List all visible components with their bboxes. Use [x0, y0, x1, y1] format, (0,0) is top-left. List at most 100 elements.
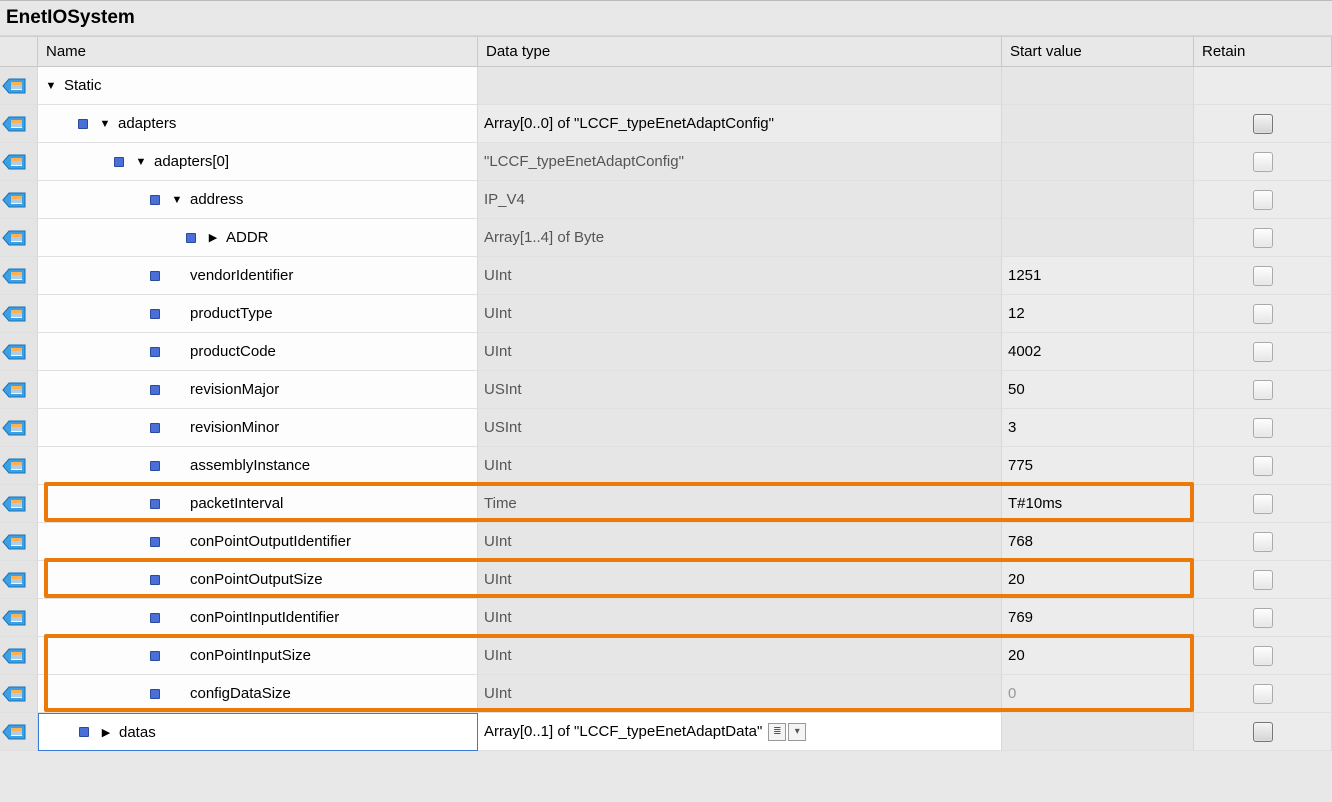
- retain-checkbox[interactable]: [1253, 646, 1273, 666]
- start-value-cell[interactable]: 0: [1002, 675, 1194, 713]
- type-cell[interactable]: UInt: [478, 637, 1002, 675]
- start-value-cell[interactable]: [1002, 713, 1194, 751]
- retain-cell[interactable]: [1194, 409, 1332, 447]
- retain-cell[interactable]: [1194, 561, 1332, 599]
- retain-cell[interactable]: [1194, 67, 1332, 105]
- start-value-cell[interactable]: 20: [1002, 561, 1194, 599]
- row-gutter[interactable]: [0, 523, 38, 561]
- retain-cell[interactable]: [1194, 181, 1332, 219]
- retain-checkbox[interactable]: [1253, 380, 1273, 400]
- expand-toggle[interactable]: ▼: [44, 79, 58, 93]
- type-cell[interactable]: UInt: [478, 523, 1002, 561]
- row-gutter[interactable]: [0, 295, 38, 333]
- retain-cell[interactable]: [1194, 105, 1332, 143]
- name-cell[interactable]: productCode: [38, 333, 478, 371]
- retain-checkbox[interactable]: [1253, 684, 1273, 704]
- table-row[interactable]: revisionMinorUSInt3: [0, 409, 1332, 447]
- type-cell[interactable]: Array[0..0] of "LCCF_typeEnetAdaptConfig…: [478, 105, 1002, 143]
- type-cell[interactable]: [478, 67, 1002, 105]
- type-cell[interactable]: Time: [478, 485, 1002, 523]
- table-row[interactable]: revisionMajorUSInt50: [0, 371, 1332, 409]
- table-row[interactable]: ▼adaptersArray[0..0] of "LCCF_typeEnetAd…: [0, 105, 1332, 143]
- start-value-cell[interactable]: 1251: [1002, 257, 1194, 295]
- row-gutter[interactable]: [0, 257, 38, 295]
- type-cell[interactable]: UInt: [478, 257, 1002, 295]
- start-value-cell[interactable]: 769: [1002, 599, 1194, 637]
- start-value-cell[interactable]: [1002, 105, 1194, 143]
- retain-checkbox[interactable]: [1253, 608, 1273, 628]
- retain-cell[interactable]: [1194, 371, 1332, 409]
- retain-checkbox[interactable]: [1253, 304, 1273, 324]
- hdr-name[interactable]: Name: [38, 37, 478, 67]
- table-row[interactable]: conPointOutputIdentifierUInt768: [0, 523, 1332, 561]
- table-row[interactable]: configDataSizeUInt0: [0, 675, 1332, 713]
- row-gutter[interactable]: [0, 637, 38, 675]
- retain-cell[interactable]: [1194, 713, 1332, 751]
- table-row[interactable]: conPointInputIdentifierUInt769: [0, 599, 1332, 637]
- retain-checkbox[interactable]: [1253, 342, 1273, 362]
- retain-cell[interactable]: [1194, 219, 1332, 257]
- name-cell[interactable]: ▶datas: [38, 713, 478, 751]
- name-cell[interactable]: conPointInputSize: [38, 637, 478, 675]
- start-value-cell[interactable]: 50: [1002, 371, 1194, 409]
- table-row[interactable]: assemblyInstanceUInt775: [0, 447, 1332, 485]
- retain-checkbox[interactable]: [1253, 532, 1273, 552]
- name-cell[interactable]: ▼address: [38, 181, 478, 219]
- hdr-start[interactable]: Start value: [1002, 37, 1194, 67]
- start-value-cell[interactable]: 20: [1002, 637, 1194, 675]
- name-cell[interactable]: revisionMinor: [38, 409, 478, 447]
- retain-cell[interactable]: [1194, 143, 1332, 181]
- table-row[interactable]: conPointInputSizeUInt20: [0, 637, 1332, 675]
- start-value-cell[interactable]: 768: [1002, 523, 1194, 561]
- row-gutter[interactable]: [0, 67, 38, 105]
- name-cell[interactable]: ▼adapters[0]: [38, 143, 478, 181]
- table-row[interactable]: ▶ADDRArray[1..4] of Byte: [0, 219, 1332, 257]
- retain-cell[interactable]: [1194, 447, 1332, 485]
- retain-checkbox[interactable]: [1253, 266, 1273, 286]
- retain-cell[interactable]: [1194, 295, 1332, 333]
- type-cell[interactable]: Array[0..1] of "LCCF_typeEnetAdaptData"≣…: [478, 713, 1002, 751]
- start-value-cell[interactable]: [1002, 143, 1194, 181]
- table-row[interactable]: ▼Static: [0, 67, 1332, 105]
- start-value-cell[interactable]: 4002: [1002, 333, 1194, 371]
- type-cell[interactable]: UInt: [478, 447, 1002, 485]
- name-cell[interactable]: conPointInputIdentifier: [38, 599, 478, 637]
- type-cell[interactable]: USInt: [478, 409, 1002, 447]
- type-cell[interactable]: "LCCF_typeEnetAdaptConfig": [478, 143, 1002, 181]
- retain-checkbox[interactable]: [1253, 228, 1273, 248]
- type-cell[interactable]: USInt: [478, 371, 1002, 409]
- type-picker-icon[interactable]: ≣: [768, 723, 786, 741]
- retain-checkbox[interactable]: [1253, 494, 1273, 514]
- name-cell[interactable]: productType: [38, 295, 478, 333]
- row-gutter[interactable]: [0, 333, 38, 371]
- name-cell[interactable]: packetInterval: [38, 485, 478, 523]
- row-gutter[interactable]: [0, 181, 38, 219]
- start-value-cell[interactable]: [1002, 181, 1194, 219]
- type-cell[interactable]: Array[1..4] of Byte: [478, 219, 1002, 257]
- table-row[interactable]: vendorIdentifierUInt1251: [0, 257, 1332, 295]
- row-gutter[interactable]: [0, 219, 38, 257]
- table-row[interactable]: packetIntervalTimeT#10ms: [0, 485, 1332, 523]
- hdr-type[interactable]: Data type: [478, 37, 1002, 67]
- name-cell[interactable]: vendorIdentifier: [38, 257, 478, 295]
- retain-checkbox[interactable]: [1253, 114, 1273, 134]
- hdr-retain[interactable]: Retain: [1194, 37, 1332, 67]
- name-cell[interactable]: conPointOutputSize: [38, 561, 478, 599]
- name-cell[interactable]: configDataSize: [38, 675, 478, 713]
- row-gutter[interactable]: [0, 561, 38, 599]
- row-gutter[interactable]: [0, 485, 38, 523]
- table-row[interactable]: productTypeUInt12: [0, 295, 1332, 333]
- type-cell[interactable]: UInt: [478, 333, 1002, 371]
- expand-toggle[interactable]: ▶: [206, 231, 220, 245]
- table-row[interactable]: productCodeUInt4002: [0, 333, 1332, 371]
- type-cell[interactable]: UInt: [478, 675, 1002, 713]
- name-cell[interactable]: ▼Static: [38, 67, 478, 105]
- row-gutter[interactable]: [0, 447, 38, 485]
- expand-toggle[interactable]: ▼: [98, 117, 112, 131]
- row-gutter[interactable]: [0, 409, 38, 447]
- type-cell[interactable]: IP_V4: [478, 181, 1002, 219]
- retain-cell[interactable]: [1194, 523, 1332, 561]
- retain-checkbox[interactable]: [1253, 722, 1273, 742]
- row-gutter[interactable]: [0, 105, 38, 143]
- start-value-cell[interactable]: 775: [1002, 447, 1194, 485]
